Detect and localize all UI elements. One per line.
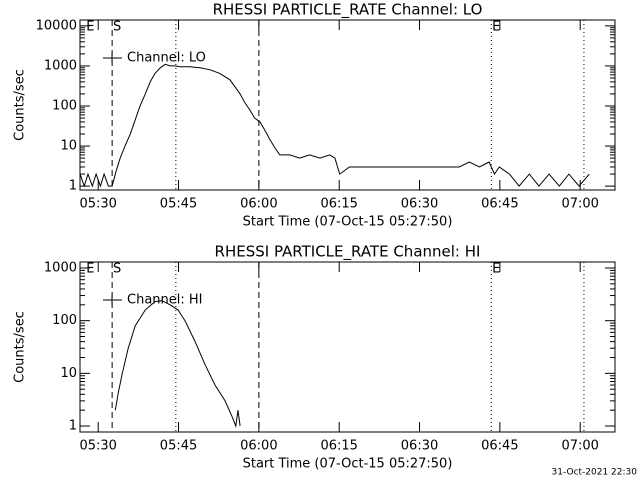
- data-line: [79, 63, 590, 188]
- x-tick-label: 06:45: [481, 197, 518, 212]
- plot-frame: [79, 261, 616, 433]
- legend-label: Channel: HI: [127, 293, 203, 308]
- x-tick-label: 06:30: [401, 197, 438, 212]
- x-tick-label: 05:45: [160, 439, 197, 454]
- x-tick-label: 06:45: [481, 439, 518, 454]
- event-marker: E: [492, 20, 500, 35]
- y-tick-label: 100: [52, 98, 77, 113]
- y-tick-label: 10: [60, 366, 77, 381]
- timestamp: 31-Oct-2021 22:30: [552, 468, 638, 478]
- y-axis-label: Counts/sec: [13, 311, 28, 383]
- plot-frame: [79, 19, 616, 191]
- event-marker: S: [113, 20, 121, 35]
- x-tick-label: 06:15: [320, 197, 357, 212]
- event-marker: S: [113, 262, 121, 277]
- x-tick-label: 07:00: [561, 439, 598, 454]
- x-axis-label: Start Time (07-Oct-15 05:27:50): [243, 215, 453, 230]
- x-tick-label: 07:00: [561, 197, 598, 212]
- x-tick-label: 06:15: [320, 439, 357, 454]
- x-tick-label: 06:00: [240, 197, 277, 212]
- data-line: [114, 300, 241, 428]
- x-tick-label: 05:30: [79, 439, 116, 454]
- legend-label: Channel: LO: [127, 51, 206, 66]
- x-tick-label: 05:45: [160, 197, 197, 212]
- y-tick-label: 1000: [44, 58, 77, 73]
- event-marker: E: [492, 262, 500, 277]
- y-tick-label: 1000: [44, 261, 77, 276]
- y-tick-label: 1: [69, 419, 77, 434]
- chart-title: RHESSI PARTICLE_RATE Channel: LO: [213, 1, 483, 20]
- x-axis-label: Start Time (07-Oct-15 05:27:50): [243, 457, 453, 472]
- event-marker: E: [86, 20, 94, 35]
- y-tick-label: 10000: [36, 18, 77, 33]
- chart-title: RHESSI PARTICLE_RATE Channel: HI: [215, 243, 481, 262]
- x-tick-label: 06:30: [401, 439, 438, 454]
- event-marker: E: [86, 262, 94, 277]
- y-tick-label: 1: [69, 179, 77, 194]
- x-tick-label: 06:00: [240, 439, 277, 454]
- y-tick-label: 100: [52, 313, 77, 328]
- y-tick-label: 10: [60, 139, 77, 154]
- x-tick-label: 05:30: [79, 197, 116, 212]
- y-axis-label: Counts/sec: [13, 69, 28, 141]
